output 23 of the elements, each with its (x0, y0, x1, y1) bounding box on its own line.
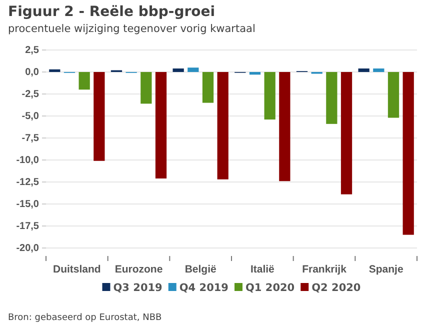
x-tick-label: België (184, 264, 216, 276)
chart-title: Figuur 2 - Reële bbp-groei (8, 4, 216, 20)
x-tick-label: Spanje (368, 264, 404, 276)
y-tick-label: -17,5 (16, 221, 40, 232)
y-tick-label: 2,5 (25, 45, 40, 56)
text: Bron: gebaseerd op Eurostat, NBB (8, 313, 162, 323)
y-tick-label: -12,5 (16, 177, 40, 188)
x-tick-label: Duitsland (52, 264, 101, 276)
y-tick-label: -7,5 (22, 133, 40, 144)
x-tick-label: Italië (250, 264, 275, 276)
y-tick-label: -5,0 (22, 111, 40, 122)
legend-label: Q2 2020 (312, 282, 361, 294)
y-tick-label: -10,0 (16, 155, 40, 166)
legend-label: Q4 2019 (179, 282, 228, 294)
x-tick-label: Eurozone (114, 264, 163, 276)
y-tick-label: -2,5 (22, 89, 40, 100)
legend-label: Q1 2020 (246, 282, 295, 294)
y-tick-label: -15,0 (16, 199, 40, 210)
legend-label: Q3 2019 (113, 282, 162, 294)
chart-subtitle: procentuele wijziging tegenover vorig kwartaal (8, 23, 256, 35)
x-tick-label: Frankrijk (302, 264, 347, 276)
y-tick-label: 0,0 (25, 67, 40, 78)
y-tick-label: -20,0 (16, 243, 40, 254)
